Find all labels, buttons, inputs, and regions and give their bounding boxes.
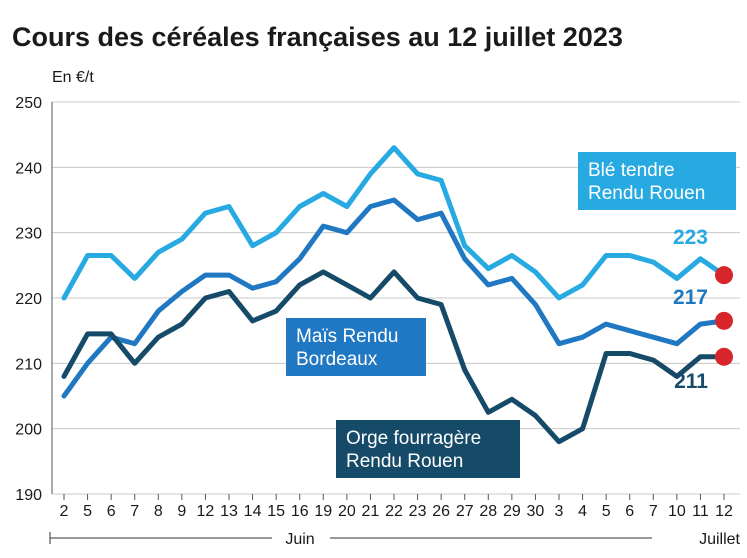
x-tick-label: 28: [479, 503, 497, 520]
x-tick-label: 30: [527, 503, 545, 520]
series-lines: [61, 145, 727, 445]
y-tick-label: 230: [15, 226, 42, 243]
x-tick-label: 10: [668, 503, 686, 520]
month-label-july: Juillet: [699, 531, 740, 548]
x-tick-label: 7: [649, 503, 658, 520]
x-tick-label: 16: [291, 503, 309, 520]
x-tick-label: 15: [267, 503, 285, 520]
chart-title: Cours des céréales françaises au 12 juil…: [12, 22, 623, 52]
y-axis-unit-label: En €/t: [52, 69, 94, 86]
series-label-text: Rendu Rouen: [346, 451, 463, 472]
y-tick-label: 210: [15, 356, 42, 373]
x-tick-label: 19: [314, 503, 332, 520]
x-tick-label: 21: [362, 503, 380, 520]
end-value-label: 217: [673, 286, 708, 309]
x-tick-label: 12: [715, 503, 733, 520]
x-tick-label: 20: [338, 503, 356, 520]
x-tick-label: 12: [197, 503, 215, 520]
x-tick-label: 27: [456, 503, 474, 520]
end-markers: 223 217 211: [673, 226, 733, 393]
end-marker: [715, 266, 733, 285]
x-tick-label: 23: [409, 503, 427, 520]
series-label-text: Blé tendre: [588, 160, 675, 181]
y-tick-label: 250: [15, 95, 42, 112]
end-marker: [715, 347, 733, 366]
series-line-2: [61, 269, 727, 445]
y-tick-label: 240: [15, 160, 42, 177]
series-label-text: Maïs Rendu: [296, 326, 398, 347]
x-tick-label: 13: [220, 503, 238, 520]
end-marker: [715, 311, 733, 330]
x-tick-label: 8: [154, 503, 163, 520]
y-axis-ticks: 190 200 210 220 230 240 250: [15, 95, 42, 504]
x-tick-label: 5: [602, 503, 611, 520]
month-label-june: Juin: [285, 531, 314, 548]
y-tick-label: 220: [15, 291, 42, 308]
x-tick-label: 7: [130, 503, 139, 520]
x-axis: 2 5 6 7 8 9 12 13 14 15 16 19 20 21 22 23 26 27 28 29 30 3 4 5 6…: [49, 494, 741, 548]
x-tick-label: 29: [503, 503, 521, 520]
series-label-text: Bordeaux: [296, 349, 378, 370]
x-tick-label: 11: [692, 503, 709, 520]
x-tick-label: 6: [107, 503, 116, 520]
x-tick-label: 9: [177, 503, 186, 520]
y-tick-label: 190: [15, 487, 42, 504]
x-tick-label: 14: [244, 503, 262, 520]
series-label-text: Orge fourragère: [346, 428, 481, 449]
x-tick-label: 5: [83, 503, 92, 520]
series-label-box: [286, 318, 426, 376]
x-tick-label: 3: [555, 503, 564, 520]
x-tick-label: 2: [60, 503, 69, 520]
end-value-label: 211: [674, 370, 708, 393]
series-label-box: [336, 420, 520, 478]
series-label-box: [578, 152, 736, 210]
x-tick-label: 4: [578, 503, 587, 520]
series-line-1: [61, 197, 727, 399]
end-value-label: 223: [673, 226, 708, 249]
x-tick-label: 6: [625, 503, 634, 520]
x-tick-label: 22: [385, 503, 403, 520]
series-label-text: Rendu Rouen: [588, 183, 705, 204]
series-line-0: [61, 145, 727, 301]
x-tick-label: 26: [432, 503, 450, 520]
y-tick-label: 200: [15, 422, 42, 439]
